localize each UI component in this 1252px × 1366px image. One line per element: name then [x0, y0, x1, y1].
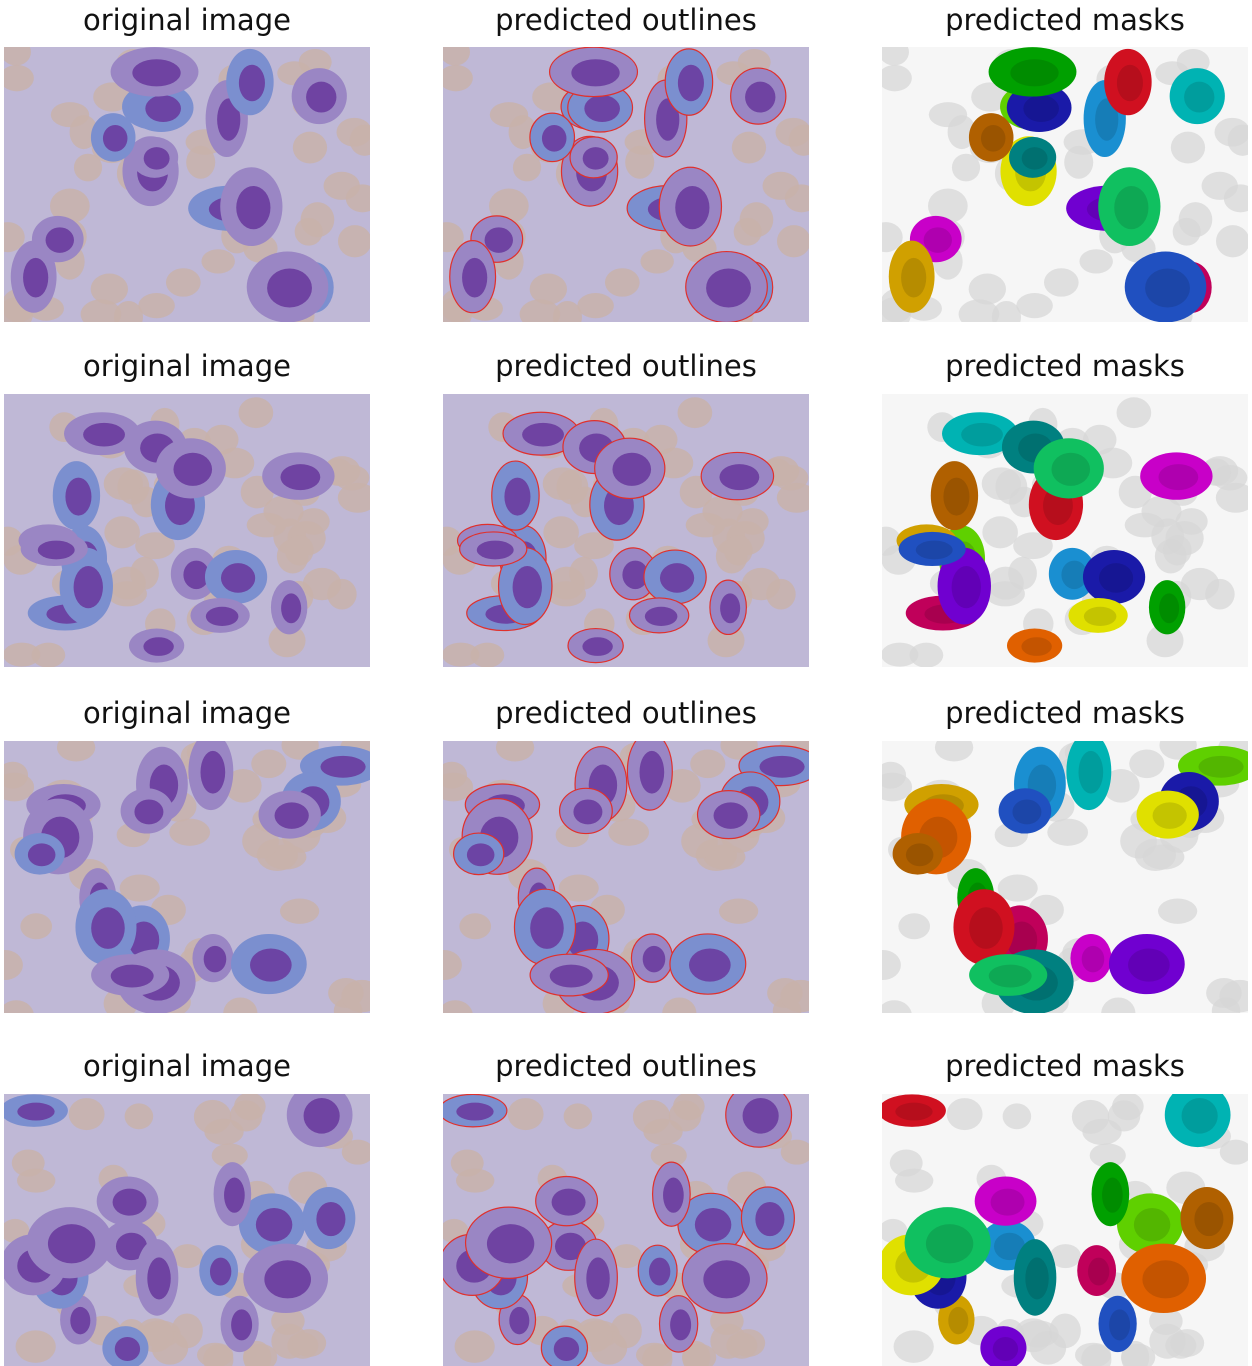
- outlines-image: [443, 47, 809, 322]
- panel-r3-original: original image: [4, 693, 370, 1013]
- panel-r3-outlines: predicted outlines: [443, 693, 809, 1013]
- panel-r2-outlines: predicted outlines: [443, 346, 809, 667]
- panel-r3-masks: predicted masks: [882, 693, 1248, 1013]
- panel-title: original image: [83, 1049, 291, 1083]
- outlines-image: [443, 394, 809, 667]
- masks-image: [882, 47, 1248, 322]
- panel-r1-original: original image: [4, 0, 370, 322]
- panel-title: predicted outlines: [495, 3, 757, 37]
- outlines-image: [443, 1094, 809, 1366]
- original-image: [4, 394, 370, 667]
- masks-image: [882, 1094, 1248, 1366]
- panel-r2-masks: predicted masks: [882, 346, 1248, 667]
- original-image: [4, 741, 370, 1013]
- panel-title: predicted outlines: [495, 1049, 757, 1083]
- original-image: [4, 1094, 370, 1366]
- panel-title: original image: [83, 696, 291, 730]
- panel-title: predicted masks: [945, 3, 1185, 37]
- masks-image: [882, 741, 1248, 1013]
- panel-r4-outlines: predicted outlines: [443, 1046, 809, 1366]
- panel-title: predicted outlines: [495, 349, 757, 383]
- panel-title: predicted outlines: [495, 696, 757, 730]
- panel-title: original image: [83, 3, 291, 37]
- panel-title: predicted masks: [945, 1049, 1185, 1083]
- panel-r1-outlines: predicted outlines: [443, 0, 809, 322]
- panel-title: original image: [83, 349, 291, 383]
- masks-image: [882, 394, 1248, 667]
- panel-title: predicted masks: [945, 349, 1185, 383]
- outlines-image: [443, 741, 809, 1013]
- original-image: [4, 47, 370, 322]
- panel-r1-masks: predicted masks: [882, 0, 1248, 322]
- panel-r4-masks: predicted masks: [882, 1046, 1248, 1366]
- panel-r2-original: original image: [4, 346, 370, 667]
- panel-r4-original: original image: [4, 1046, 370, 1366]
- panel-title: predicted masks: [945, 696, 1185, 730]
